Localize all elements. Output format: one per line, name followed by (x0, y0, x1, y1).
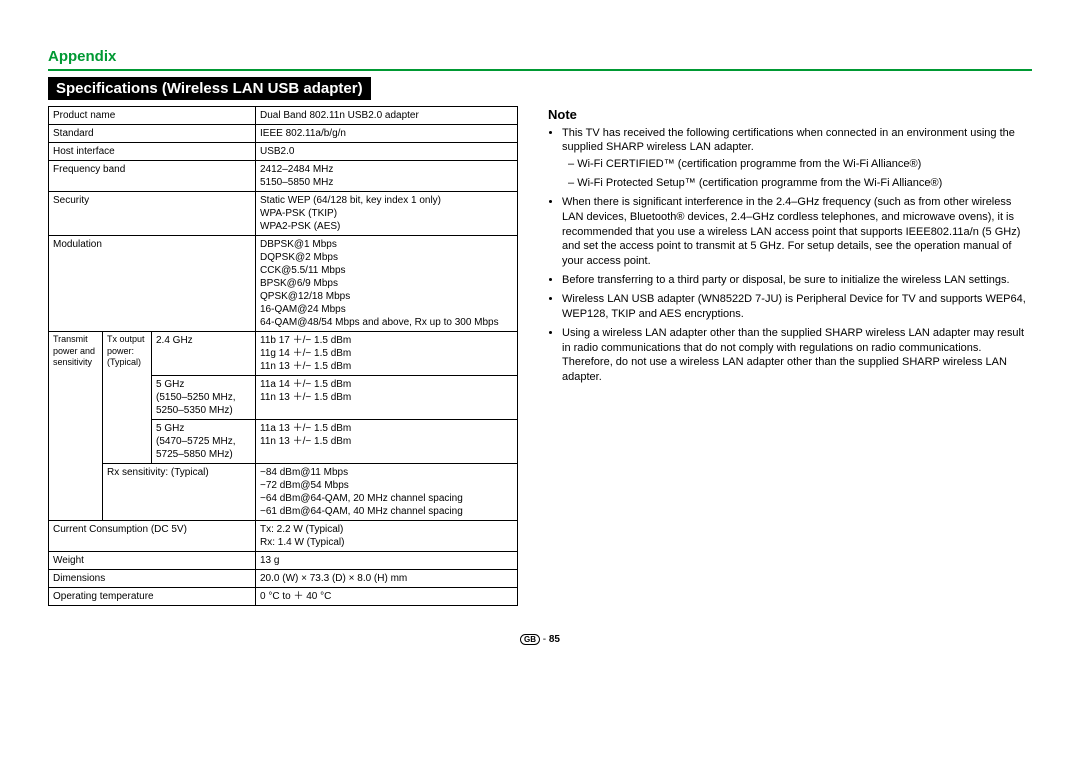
spec-group-label: Transmit power and sensitivity (49, 332, 103, 521)
spec-value: DBPSK@1 Mbps DQPSK@2 Mbps CCK@5.5/11 Mbp… (256, 236, 518, 332)
spec-value: IEEE 802.11a/b/g/n (256, 125, 518, 143)
note-heading: Note (548, 106, 1032, 124)
spec-value: −84 dBm@11 Mbps −72 dBm@54 Mbps −64 dBm@… (256, 464, 518, 521)
spec-label: Current Consumption (DC 5V) (49, 521, 256, 552)
list-item: Using a wireless LAN adapter other than … (562, 326, 1032, 385)
appendix-title: Appendix (48, 48, 1032, 65)
gb-badge: GB (520, 634, 540, 645)
table-row: StandardIEEE 802.11a/b/g/n (49, 125, 518, 143)
spec-label: Dimensions (49, 570, 256, 588)
list-item: Wi-Fi CERTIFIED™ (certification programm… (568, 157, 1032, 172)
spec-value: 13 g (256, 552, 518, 570)
list-item: Before transferring to a third party or … (562, 273, 1032, 288)
spec-value: 11b 17 ＋/− 1.5 dBm 11g 14 ＋/− 1.5 dBm 11… (256, 332, 518, 376)
page-number: 85 (549, 634, 560, 645)
spec-value: Static WEP (64/128 bit, key index 1 only… (256, 192, 518, 236)
sub-list: Wi-Fi CERTIFIED™ (certification programm… (568, 157, 1032, 191)
table-row: Host interfaceUSB2.0 (49, 143, 518, 161)
spec-label: Frequency band (49, 161, 256, 192)
table-row: Operating temperature0 °C to ＋ 40 °C (49, 588, 518, 606)
spec-label: Weight (49, 552, 256, 570)
note-list: This TV has received the following certi… (548, 126, 1032, 386)
section-title-wrap: Specifications (Wireless LAN USB adapter… (48, 77, 1032, 106)
note-col: Note This TV has received the following … (548, 106, 1032, 389)
spec-value: 11a 14 ＋/− 1.5 dBm 11n 13 ＋/− 1.5 dBm (256, 376, 518, 420)
list-item: Wireless LAN USB adapter (WN8522D 7-JU) … (562, 292, 1032, 322)
spec-value: 2412–2484 MHz 5150–5850 MHz (256, 161, 518, 192)
page-container: Appendix Specifications (Wireless LAN US… (0, 0, 1080, 655)
spec-value: 0 °C to ＋ 40 °C (256, 588, 518, 606)
spec-value: 11a 13 ＋/− 1.5 dBm 11n 13 ＋/− 1.5 dBm (256, 420, 518, 464)
spec-label: Product name (49, 107, 256, 125)
note-text: This TV has received the following certi… (562, 127, 1015, 154)
table-row: Frequency band2412–2484 MHz 5150–5850 MH… (49, 161, 518, 192)
list-item: Wi-Fi Protected Setup™ (certification pr… (568, 176, 1032, 191)
list-item: This TV has received the following certi… (562, 126, 1032, 191)
spec-value: USB2.0 (256, 143, 518, 161)
table-row: Transmit power and sensitivity Tx output… (49, 332, 518, 376)
spec-label: Standard (49, 125, 256, 143)
list-item: When there is significant interference i… (562, 195, 1032, 269)
table-row: Rx sensitivity: (Typical) −84 dBm@11 Mbp… (49, 464, 518, 521)
table-row: Weight13 g (49, 552, 518, 570)
spec-label: Security (49, 192, 256, 236)
band-label: 5 GHz (5150–5250 MHz, 5250–5350 MHz) (152, 376, 256, 420)
green-divider (48, 69, 1032, 71)
page-footer: GB - 85 (48, 634, 1032, 645)
spec-value: Tx: 2.2 W (Typical) Rx: 1.4 W (Typical) (256, 521, 518, 552)
spec-table-col: Product nameDual Band 802.11n USB2.0 ada… (48, 106, 518, 606)
band-label: 2.4 GHz (152, 332, 256, 376)
spec-table: Product nameDual Band 802.11n USB2.0 ada… (48, 106, 518, 606)
spec-label: Host interface (49, 143, 256, 161)
rx-sensitivity-label: Rx sensitivity: (Typical) (103, 464, 256, 521)
table-row: Current Consumption (DC 5V)Tx: 2.2 W (Ty… (49, 521, 518, 552)
content-columns: Product nameDual Band 802.11n USB2.0 ada… (48, 106, 1032, 606)
spec-value: Dual Band 802.11n USB2.0 adapter (256, 107, 518, 125)
spec-label: Operating temperature (49, 588, 256, 606)
section-title: Specifications (Wireless LAN USB adapter… (48, 77, 371, 100)
table-row: ModulationDBPSK@1 Mbps DQPSK@2 Mbps CCK@… (49, 236, 518, 332)
table-row: Product nameDual Band 802.11n USB2.0 ada… (49, 107, 518, 125)
table-row: SecurityStatic WEP (64/128 bit, key inde… (49, 192, 518, 236)
band-label: 5 GHz (5470–5725 MHz, 5725–5850 MHz) (152, 420, 256, 464)
table-row: Dimensions20.0 (W) × 73.3 (D) × 8.0 (H) … (49, 570, 518, 588)
spec-value: 20.0 (W) × 73.3 (D) × 8.0 (H) mm (256, 570, 518, 588)
tx-output-label: Tx output power: (Typical) (103, 332, 152, 464)
spec-label: Modulation (49, 236, 256, 332)
